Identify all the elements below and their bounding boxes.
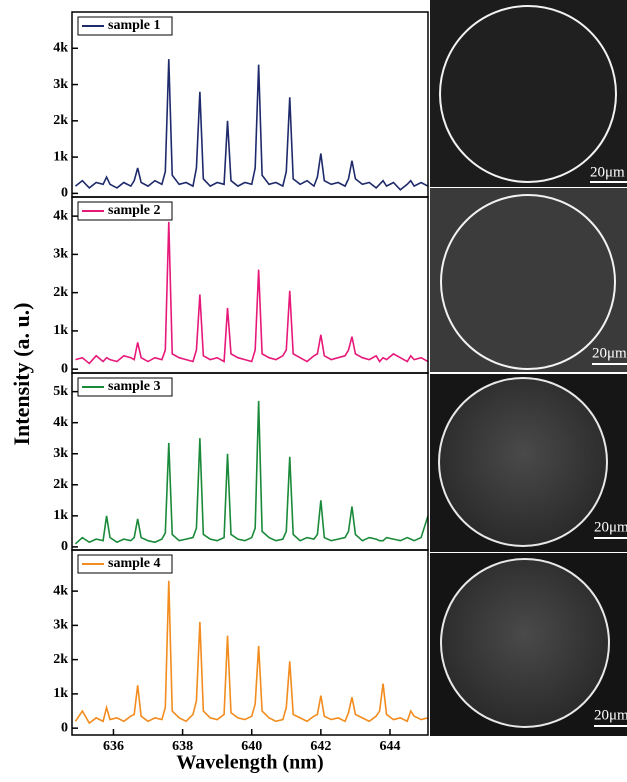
y-tick-label: 3k bbox=[53, 618, 68, 633]
spectrum-line bbox=[74, 59, 428, 191]
micrographs: 20μm 20μm 20μm 20μm bbox=[430, 0, 627, 736]
microsphere bbox=[438, 377, 608, 547]
scale-label: 20μm bbox=[592, 345, 627, 361]
y-tick-label: 4k bbox=[53, 40, 68, 55]
y-tick-label: 0 bbox=[61, 361, 68, 376]
y-tick-label: 2k bbox=[53, 477, 68, 492]
y-tick-label: 5k bbox=[53, 384, 68, 399]
y-tick-label: 1k bbox=[53, 149, 68, 164]
legend-label: sample 1 bbox=[108, 18, 161, 33]
y-tick-label: 3k bbox=[53, 446, 68, 461]
y-tick-label: 0 bbox=[61, 720, 68, 735]
x-tick-label: 642 bbox=[310, 739, 331, 754]
legend-label: sample 4 bbox=[108, 556, 161, 571]
y-tick-label: 1k bbox=[53, 686, 68, 701]
y-tick-label: 3k bbox=[53, 247, 68, 262]
panel-frame bbox=[71, 372, 429, 551]
y-tick-label: 3k bbox=[53, 77, 68, 92]
y-tick-label: 4k bbox=[53, 583, 68, 598]
x-tick-label: 640 bbox=[241, 739, 262, 754]
legend-label: sample 3 bbox=[108, 379, 161, 394]
spectrum-line bbox=[75, 221, 428, 365]
microsphere bbox=[440, 194, 616, 370]
y-tick-label: 2k bbox=[53, 652, 68, 667]
spectrum-line bbox=[74, 400, 428, 545]
panel-frame bbox=[71, 549, 429, 736]
x-tick-label: 636 bbox=[103, 739, 124, 754]
y-tick-label: 1k bbox=[53, 323, 68, 338]
x-axis-title: Wavelength (nm) bbox=[176, 752, 323, 774]
legend-box bbox=[77, 201, 173, 221]
panel-frame bbox=[71, 196, 429, 374]
microsphere bbox=[439, 5, 617, 183]
x-tick-label: 644 bbox=[379, 739, 400, 754]
x-tick-label: 638 bbox=[172, 739, 193, 754]
y-tick-label: 4k bbox=[53, 415, 68, 430]
spectrum-line bbox=[74, 580, 428, 725]
microsphere bbox=[440, 558, 610, 728]
panel-frame bbox=[71, 11, 429, 198]
y-tick-label: 0 bbox=[61, 539, 68, 554]
scale-label: 20μm bbox=[594, 519, 627, 535]
legend-box bbox=[77, 377, 173, 397]
y-tick-label: 2k bbox=[53, 113, 68, 128]
scale-label: 20μm bbox=[590, 164, 625, 180]
scale-label: 20μm bbox=[594, 707, 627, 723]
y-tick-label: 2k bbox=[53, 285, 68, 300]
y-axis-title: Intensity (a. u.) bbox=[9, 302, 34, 445]
y-tick-label: 0 bbox=[61, 186, 68, 201]
legend-box bbox=[77, 16, 173, 36]
y-tick-label: 1k bbox=[53, 508, 68, 523]
y-tick-label: 4k bbox=[53, 208, 68, 223]
legend-box bbox=[77, 554, 173, 574]
legend-label: sample 2 bbox=[108, 203, 161, 218]
